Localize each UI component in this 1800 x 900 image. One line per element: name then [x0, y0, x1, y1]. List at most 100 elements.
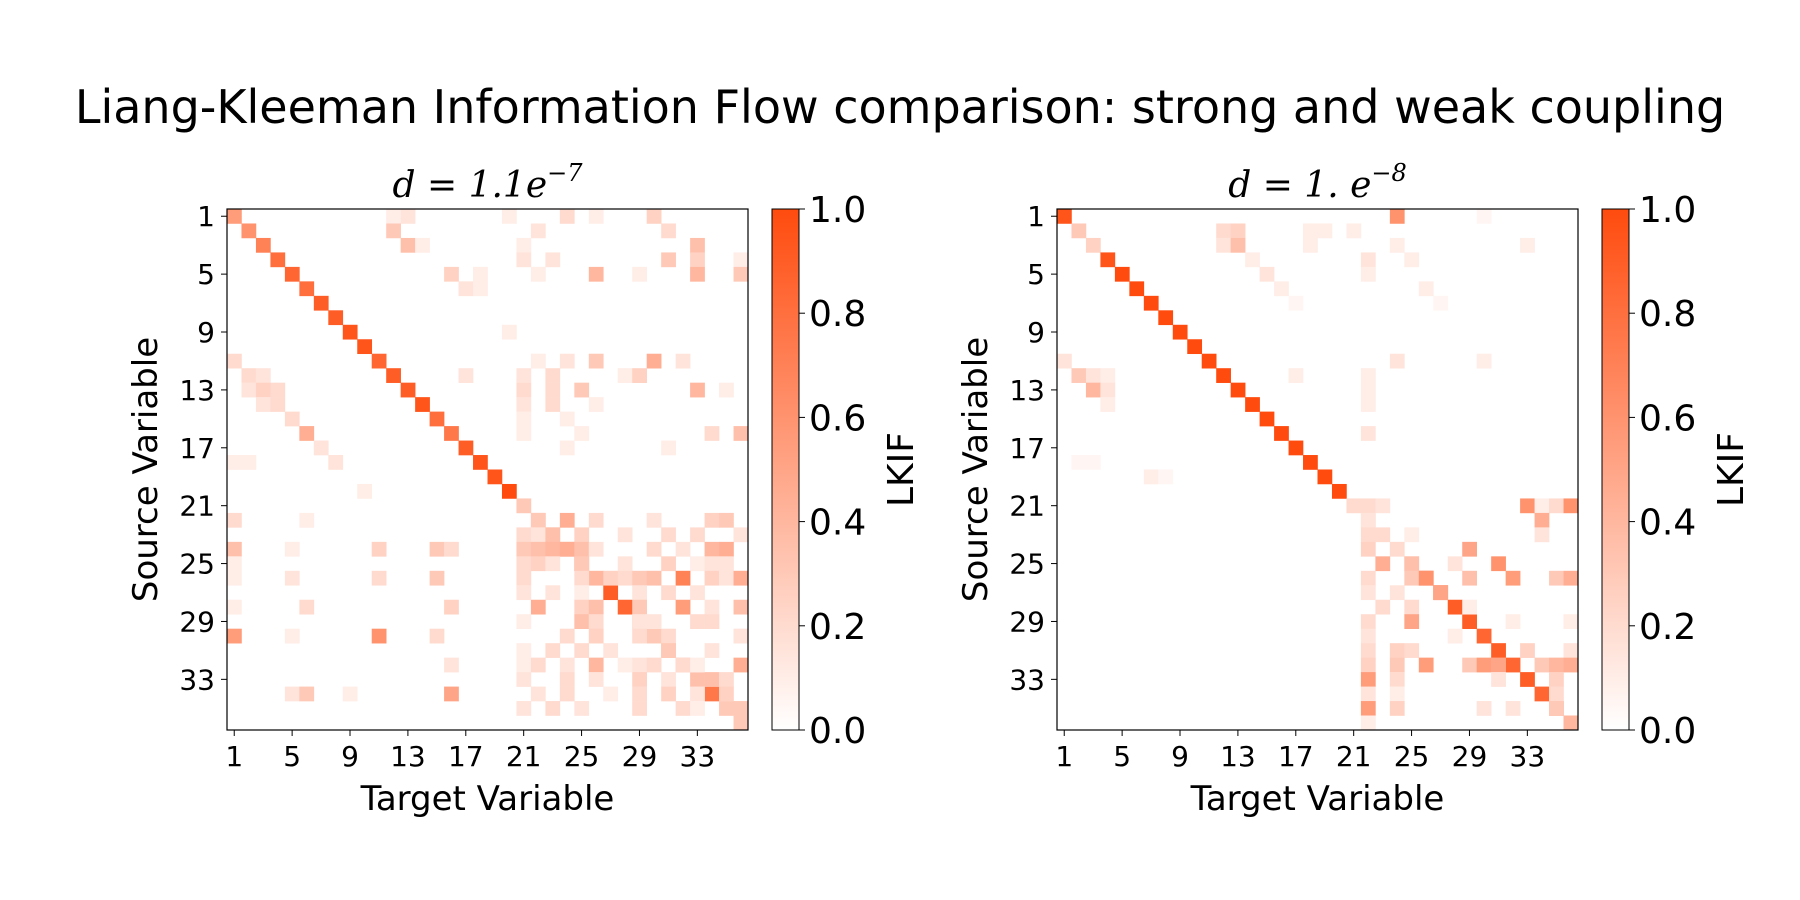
heatmap-cell — [632, 672, 647, 687]
heatmap-cell — [1259, 411, 1275, 427]
heatmap-cell — [603, 585, 619, 601]
heatmap-cell — [530, 223, 546, 239]
panel-title-exponent: −8 — [1371, 159, 1406, 187]
colorbar-tick-label: 0.0 — [809, 711, 866, 752]
heatmap-cell — [1129, 281, 1145, 297]
heatmap-cell — [704, 599, 720, 615]
heatmap-cell — [530, 512, 546, 528]
heatmap-cell — [342, 324, 358, 340]
panel-title-base: d = 1.1e — [392, 165, 547, 206]
heatmap-cell — [559, 541, 575, 557]
heatmap-cell — [704, 570, 720, 586]
heatmap-cell — [444, 541, 459, 557]
heatmap-cell — [574, 527, 590, 543]
heatmap-cell — [1245, 397, 1260, 412]
heatmap-panel-2: 1 5 9 13 17 21 25 29 33 1 5 9 13 17 21 25 29 33 Target Var… — [956, 159, 1752, 819]
heatmap-cell — [733, 599, 749, 615]
heatmap-cell — [1143, 295, 1159, 311]
heatmap-cell — [444, 266, 459, 282]
heatmap-cell — [675, 657, 691, 673]
heatmap-cell — [733, 701, 749, 716]
heatmap-cell — [1375, 599, 1391, 615]
colorbar-tick-label: 0.6 — [809, 398, 866, 439]
heatmap-cell — [588, 541, 604, 557]
heatmap-cell — [574, 599, 590, 615]
heatmap-cell — [1114, 266, 1130, 282]
heatmap-cell — [1505, 570, 1521, 586]
heatmap-cell — [284, 686, 300, 702]
heatmap-cell — [1360, 382, 1376, 398]
heatmap-cell — [690, 556, 705, 572]
heatmap-cell — [1057, 209, 1072, 224]
heatmap-cell — [1447, 599, 1463, 615]
heatmap-cell — [1360, 426, 1376, 441]
heatmap-cell — [690, 672, 705, 687]
heatmap-cell — [588, 672, 604, 687]
y-axis-label: Source Variable — [126, 337, 166, 602]
heatmap-cell — [1331, 483, 1347, 499]
heatmap-cell — [1447, 556, 1463, 572]
heatmap-cell — [632, 585, 647, 601]
heatmap-cell — [719, 541, 734, 557]
heatmap-cell — [574, 643, 590, 658]
heatmap-cell — [719, 570, 734, 586]
heatmap-cell — [429, 411, 445, 427]
heatmap-cell — [704, 512, 720, 528]
heatmap-cell — [646, 541, 662, 557]
heatmap-cell — [284, 570, 300, 586]
heatmap-cell — [328, 310, 344, 326]
heatmap-cell — [559, 686, 575, 702]
heatmap-cell — [719, 672, 734, 687]
heatmap-cell — [690, 527, 705, 543]
heatmap-cell — [516, 237, 532, 253]
heatmap-cell — [516, 614, 532, 629]
heatmap-cell — [1158, 469, 1174, 485]
heatmap-cell — [1520, 237, 1535, 253]
heatmap-cell — [1187, 339, 1203, 355]
heatmap-cell — [1549, 657, 1564, 673]
x-tick-label: 5 — [1113, 740, 1131, 773]
y-tick-label: 9 — [197, 316, 215, 349]
heatmap-cell — [415, 397, 430, 412]
heatmap-cell — [284, 411, 300, 427]
heatmap-cell — [632, 266, 647, 282]
colorbar-tick-label: 1.0 — [809, 190, 866, 231]
y-tick-label: 13 — [1009, 374, 1045, 407]
heatmap-cell — [516, 556, 532, 572]
heatmap-cell — [444, 599, 459, 615]
heatmap-cell — [357, 483, 373, 499]
heatmap-cell — [1447, 628, 1463, 644]
heatmap-cell — [588, 266, 604, 282]
heatmap-cell — [1085, 455, 1101, 470]
heatmap-cell — [458, 368, 474, 383]
heatmap-cell — [1534, 527, 1550, 543]
colorbar-tick-label: 0.8 — [809, 294, 866, 335]
heatmap-cell — [559, 411, 575, 427]
heatmap-cell — [1360, 628, 1376, 644]
heatmap-cell — [1303, 455, 1318, 470]
heatmap-cell — [1491, 672, 1506, 687]
heatmap-cell — [1071, 223, 1087, 239]
heatmap-cell — [632, 657, 647, 673]
heatmap-cell — [704, 426, 720, 441]
heatmap-cell — [704, 686, 720, 702]
y-tick-label: 17 — [1009, 432, 1045, 465]
heatmap-cell — [617, 527, 633, 543]
heatmap-cell — [646, 353, 662, 369]
heatmap-cell — [704, 672, 720, 687]
heatmap-frame — [1056, 208, 1579, 731]
heatmap-cell — [1404, 527, 1420, 543]
y-tick-label: 17 — [179, 432, 215, 465]
heatmap-cell — [574, 382, 590, 398]
heatmap-cell — [1230, 237, 1246, 253]
heatmap-cell — [1303, 237, 1318, 253]
y-tick-label: 5 — [1027, 258, 1045, 291]
heatmap-cell — [1389, 585, 1405, 601]
heatmap-cell — [299, 426, 315, 441]
heatmap-cell — [1476, 701, 1492, 716]
x-axis-label: Target Variable — [1190, 779, 1445, 819]
heatmap-cell — [284, 628, 300, 644]
heatmap-cell — [617, 657, 633, 673]
